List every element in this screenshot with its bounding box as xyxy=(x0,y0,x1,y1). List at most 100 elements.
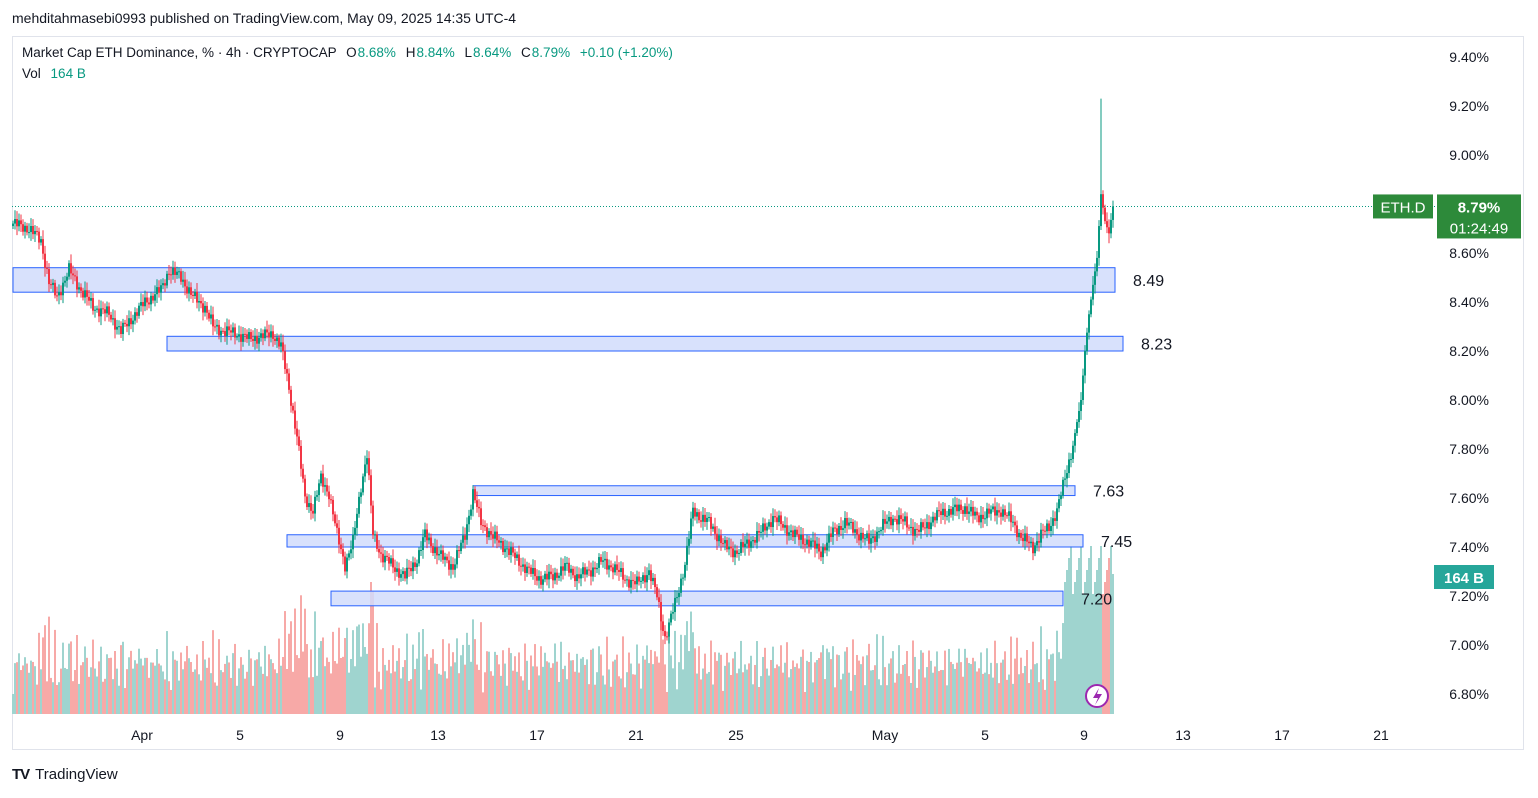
volume-bar xyxy=(784,662,786,714)
candle-body xyxy=(826,542,828,551)
candle-body xyxy=(532,568,534,574)
volume-bar xyxy=(282,656,284,714)
volume-bar xyxy=(868,643,870,714)
candle-body xyxy=(550,571,552,575)
candle-body xyxy=(602,560,604,562)
volume-bar xyxy=(372,591,374,714)
candle-body xyxy=(974,511,976,516)
candle-body xyxy=(862,532,864,539)
candle-body xyxy=(74,275,76,277)
candle-body xyxy=(108,306,110,315)
legend-symbol[interactable]: Market Cap ETH Dominance, % · 4h · CRYPT… xyxy=(22,45,337,60)
candle-body xyxy=(1082,375,1084,400)
volume-bar xyxy=(368,623,370,714)
volume-bar xyxy=(1102,594,1104,714)
volume-bar xyxy=(1104,582,1106,714)
volume-bar xyxy=(470,661,472,714)
volume-bar xyxy=(1028,683,1030,714)
volume-bar xyxy=(1100,546,1102,714)
volume-bar xyxy=(696,673,698,714)
candle-body xyxy=(26,225,28,233)
volume-bar xyxy=(1084,582,1086,714)
volume-bar xyxy=(726,652,728,714)
volume-bar xyxy=(618,676,620,714)
volume-bar xyxy=(844,651,846,714)
volume-badge xyxy=(1434,565,1494,589)
volume-bar xyxy=(730,674,732,714)
candle-body xyxy=(838,525,840,535)
candle-body xyxy=(1056,508,1058,521)
volume-bar xyxy=(362,623,364,714)
candle-body xyxy=(70,263,72,274)
volume-bar xyxy=(12,694,14,714)
candle-body xyxy=(508,548,510,555)
candle-body xyxy=(48,269,50,285)
candle-body xyxy=(288,373,290,390)
volume-bar xyxy=(518,652,520,714)
candle-body xyxy=(92,298,94,311)
candle-body xyxy=(432,546,434,554)
candle-body xyxy=(104,309,106,314)
volume-bar xyxy=(936,651,938,714)
volume-bar xyxy=(48,616,50,714)
candle-body xyxy=(1066,473,1068,479)
candle-body xyxy=(1062,479,1064,496)
volume-bar xyxy=(1044,689,1046,714)
volume-bar xyxy=(192,671,194,714)
candle-body xyxy=(786,525,788,536)
volume-bar xyxy=(520,676,522,714)
candle-body xyxy=(1016,525,1018,538)
candle-body xyxy=(378,548,380,553)
legend-volume: Vol 164 B xyxy=(22,66,86,81)
candle-body xyxy=(894,518,896,520)
volume-bar xyxy=(578,672,580,714)
volume-bar xyxy=(98,661,100,714)
volume-bar xyxy=(622,636,624,714)
volume-bar xyxy=(14,663,16,714)
volume-bar xyxy=(602,675,604,714)
candle-body xyxy=(1108,227,1110,234)
volume-bar xyxy=(184,661,186,714)
candle-body xyxy=(474,489,476,501)
volume-bar xyxy=(636,644,638,714)
volume-bar xyxy=(806,660,808,714)
candle-body xyxy=(656,587,658,598)
volume-bar xyxy=(770,659,772,714)
volume-bar xyxy=(234,643,236,714)
volume-bar xyxy=(564,665,566,714)
candle-body xyxy=(986,508,988,519)
candle-body xyxy=(28,232,30,234)
volume-bar xyxy=(830,659,832,714)
volume-bar xyxy=(732,658,734,714)
candle-body xyxy=(568,562,570,573)
volume-bar xyxy=(976,671,978,714)
candle-body xyxy=(930,522,932,530)
footer-brand[interactable]: TV TradingView xyxy=(12,766,118,783)
candle-body xyxy=(24,225,26,232)
volume-bar xyxy=(144,657,146,714)
candle-body xyxy=(686,545,688,565)
candle-body xyxy=(1004,509,1006,516)
candle-body xyxy=(670,613,672,623)
volume-bar xyxy=(146,657,148,714)
volume-bar xyxy=(106,654,108,714)
candle-body xyxy=(124,322,126,324)
volume-bar xyxy=(256,659,258,714)
volume-bar xyxy=(418,632,420,714)
volume-bar xyxy=(526,660,528,714)
candle-body xyxy=(374,534,376,536)
candle-body xyxy=(716,533,718,542)
volume-bar xyxy=(312,677,314,714)
candle-body xyxy=(1006,515,1008,517)
volume-bar xyxy=(778,666,780,714)
candle-body xyxy=(900,515,902,520)
candle-body xyxy=(598,557,600,568)
volume-bar xyxy=(300,595,302,714)
legend-volume-label[interactable]: Vol xyxy=(22,66,41,81)
candle-body xyxy=(594,567,596,570)
volume-bar xyxy=(906,651,908,714)
volume-bar xyxy=(558,681,560,714)
volume-bar xyxy=(254,660,256,714)
volume-bar xyxy=(888,663,890,714)
